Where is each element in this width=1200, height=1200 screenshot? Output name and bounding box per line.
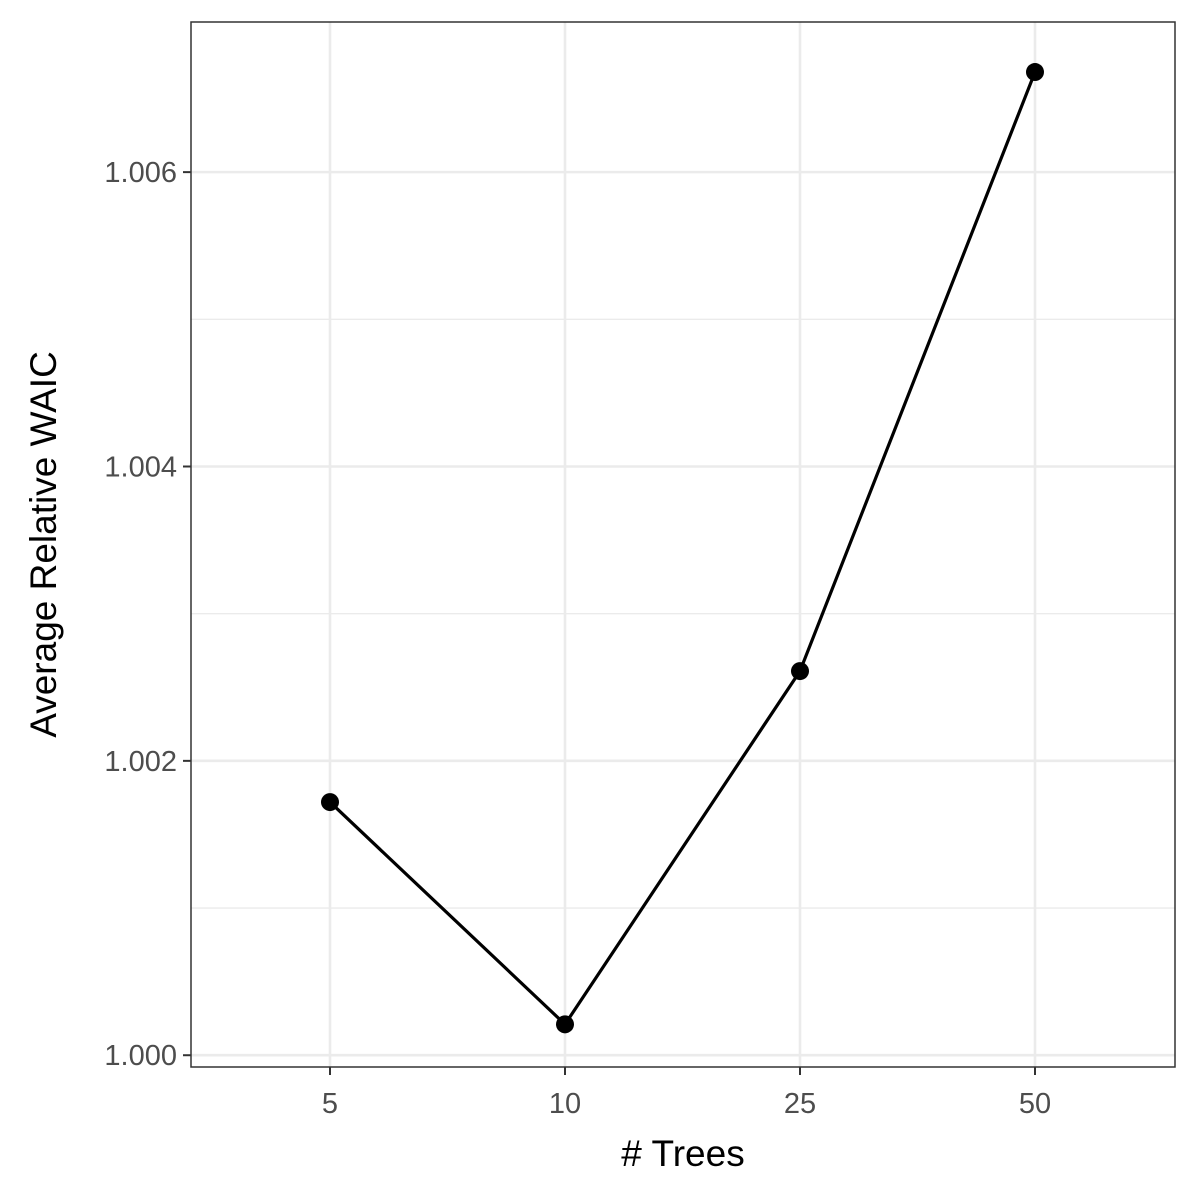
y-axis-title: Average Relative WAIC (23, 351, 64, 738)
data-point (321, 793, 339, 812)
y-tick-label: 1.004 (104, 451, 177, 483)
series-layer (321, 63, 1044, 1034)
grid-layer (191, 22, 1175, 1067)
data-point (1026, 63, 1044, 82)
data-point (791, 662, 809, 681)
y-tick-label: 1.000 (104, 1040, 177, 1072)
y-tick-label: 1.006 (104, 157, 177, 189)
axis-layer: 1.000 1.002 1.004 1.006 5 10 25 50 (104, 157, 1051, 1120)
x-tick-label: 5 (322, 1088, 338, 1120)
y-tick-label: 1.002 (104, 746, 177, 778)
x-axis-title: # Trees (621, 1133, 744, 1174)
x-tick-label: 25 (784, 1088, 816, 1120)
x-tick-label: 50 (1019, 1088, 1051, 1120)
panel-border (190, 21, 1176, 1068)
data-point (556, 1015, 574, 1034)
x-tick-label: 10 (549, 1088, 581, 1120)
series-line (328, 71, 1037, 1026)
